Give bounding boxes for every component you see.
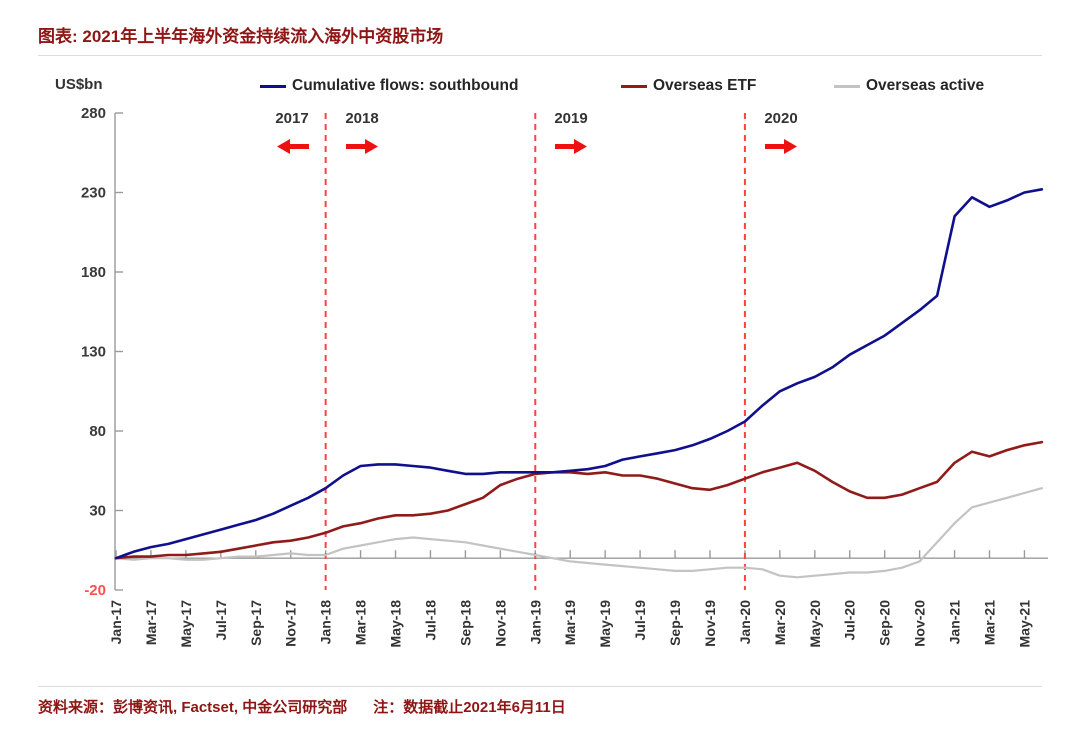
year-arrow-right-icon — [764, 138, 798, 155]
svg-text:Jan-19: Jan-19 — [527, 600, 543, 645]
svg-text:180: 180 — [81, 264, 106, 281]
svg-text:May-17: May-17 — [178, 600, 194, 648]
svg-text:Mar-20: Mar-20 — [772, 600, 788, 645]
svg-text:Mar-18: Mar-18 — [353, 600, 369, 645]
svg-text:Jul-18: Jul-18 — [422, 600, 438, 641]
svg-text:-20: -20 — [84, 582, 106, 599]
svg-text:Jul-19: Jul-19 — [632, 600, 648, 641]
svg-text:Jan-18: Jan-18 — [318, 600, 334, 645]
year-arrow-right-icon — [345, 138, 379, 155]
svg-text:Mar-21: Mar-21 — [982, 600, 998, 645]
svg-text:May-19: May-19 — [597, 600, 613, 648]
svg-text:May-20: May-20 — [807, 600, 823, 648]
year-label-2017: 2017 — [275, 110, 309, 127]
svg-text:Jan-20: Jan-20 — [737, 600, 753, 645]
year-label-2020: 2020 — [764, 110, 798, 127]
legend-label-southbound: Cumulative flows: southbound — [292, 77, 519, 94]
data-cutoff-note: 注：数据截止2021年6月11日 — [373, 699, 566, 716]
legend-item-overseas-etf: Overseas ETF — [621, 77, 756, 95]
svg-text:Nov-19: Nov-19 — [702, 600, 718, 647]
svg-text:Nov-17: Nov-17 — [283, 600, 299, 647]
svg-text:Mar-19: Mar-19 — [562, 600, 578, 645]
legend-line-swatch-overseas-active — [834, 84, 860, 88]
source-note: 资料来源：彭博资讯, Factset, 中金公司研究部 注：数据截止2021年6月… — [38, 696, 566, 717]
source-text: 资料来源：彭博资讯, Factset, 中金公司研究部 — [38, 699, 348, 716]
legend-label-overseas-active: Overseas active — [866, 77, 985, 94]
svg-text:80: 80 — [89, 423, 106, 440]
svg-text:Sep-19: Sep-19 — [667, 600, 683, 646]
footer-divider — [38, 686, 1042, 687]
svg-text:Nov-18: Nov-18 — [492, 600, 508, 647]
svg-text:130: 130 — [81, 344, 106, 361]
legend-item-southbound: Cumulative flows: southbound — [260, 77, 518, 95]
svg-text:30: 30 — [89, 503, 106, 520]
y-axis-unit-label: US$bn — [55, 76, 103, 93]
svg-text:Jan-21: Jan-21 — [947, 600, 963, 645]
legend-line-swatch-overseas-etf — [621, 84, 647, 88]
svg-text:May-21: May-21 — [1016, 600, 1032, 648]
legend-label-overseas-etf: Overseas ETF — [653, 77, 757, 94]
year-label-2019: 2019 — [554, 110, 588, 127]
year-label-2018: 2018 — [345, 110, 379, 127]
svg-text:Jul-17: Jul-17 — [213, 600, 229, 641]
chart-title: 图表: 2021年上半年海外资金持续流入海外中资股市场 — [38, 27, 444, 46]
legend-line-swatch-southbound — [260, 84, 286, 88]
svg-text:Mar-17: Mar-17 — [143, 600, 159, 645]
svg-text:Sep-20: Sep-20 — [877, 600, 893, 646]
year-arrow-right-icon — [554, 138, 588, 155]
svg-text:Nov-20: Nov-20 — [912, 600, 928, 647]
svg-text:230: 230 — [81, 185, 106, 202]
svg-text:Sep-17: Sep-17 — [248, 600, 264, 646]
svg-text:Jan-17: Jan-17 — [108, 600, 124, 645]
legend-item-overseas-active: Overseas active — [834, 77, 984, 95]
year-arrow-left-icon — [276, 138, 310, 155]
svg-text:Sep-18: Sep-18 — [457, 600, 473, 646]
svg-text:May-18: May-18 — [388, 600, 404, 648]
svg-text:280: 280 — [81, 105, 106, 122]
svg-text:Jul-20: Jul-20 — [842, 600, 858, 641]
header-divider — [38, 55, 1042, 56]
